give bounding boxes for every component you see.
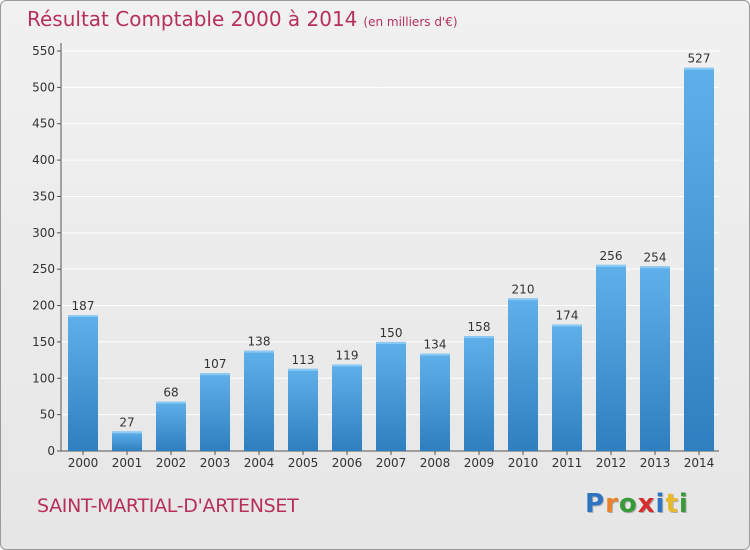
bar-highlight [684, 67, 714, 70]
data-label: 27 [119, 415, 134, 429]
bar [508, 298, 538, 451]
x-tick-label: 2005 [288, 456, 319, 470]
bar [332, 364, 362, 451]
bar-highlight [640, 266, 670, 269]
y-tick-label: 300 [32, 226, 55, 240]
bar [288, 368, 318, 451]
data-label: 210 [512, 282, 535, 296]
x-tick-label: 2014 [684, 456, 715, 470]
y-tick-label: 350 [32, 189, 55, 203]
bar [68, 315, 98, 451]
x-tick-label: 2011 [552, 456, 583, 470]
data-label: 158 [468, 320, 491, 334]
y-tick-label: 150 [32, 335, 55, 349]
bar-highlight [156, 401, 186, 404]
y-tick-label: 500 [32, 80, 55, 94]
x-tick-label: 2013 [640, 456, 671, 470]
data-label: 174 [556, 308, 579, 322]
data-label: 134 [424, 338, 447, 352]
x-tick-label: 2002 [156, 456, 187, 470]
bar-highlight [244, 350, 274, 353]
data-label: 527 [688, 52, 711, 66]
bar [596, 264, 626, 451]
y-tick-label: 100 [32, 371, 55, 385]
bar-highlight [596, 264, 626, 267]
bar [376, 341, 406, 451]
bar [684, 67, 714, 452]
bar-highlight [200, 373, 230, 376]
data-label: 150 [380, 326, 403, 340]
bar-highlight [508, 298, 538, 301]
x-tick-label: 2007 [376, 456, 407, 470]
bar-highlight [332, 364, 362, 367]
data-label: 187 [72, 299, 95, 313]
x-tick-label: 2012 [596, 456, 627, 470]
y-tick-label: 450 [32, 117, 55, 131]
data-label: 113 [292, 353, 315, 367]
data-label: 254 [644, 250, 667, 264]
bar-highlight [552, 324, 582, 327]
title-text: Résultat Comptable 2000 à 2014 [27, 7, 358, 31]
y-tick-label: 0 [47, 444, 55, 458]
x-tick-label: 2006 [332, 456, 363, 470]
logo-letter: t [665, 489, 679, 519]
bar [640, 266, 670, 451]
bar-highlight [288, 368, 318, 371]
data-label: 256 [600, 249, 623, 263]
logo-letter: o [618, 489, 638, 519]
bar [112, 431, 142, 451]
y-tick-label: 550 [32, 44, 55, 58]
x-tick-label: 2009 [464, 456, 495, 470]
commune-name: SAINT-MARTIAL-D'ARTENSET [37, 495, 299, 517]
data-label: 138 [248, 335, 271, 349]
logo-letter: r [605, 489, 619, 519]
bar-highlight [112, 431, 142, 434]
logo-letter: x [637, 489, 656, 519]
bar [552, 324, 582, 451]
bar [464, 336, 494, 451]
y-tick-label: 50 [40, 408, 55, 422]
data-label: 107 [204, 357, 227, 371]
title-unit: (en milliers d'€) [363, 15, 458, 29]
bar-highlight [376, 341, 406, 344]
logo-letter: P [585, 489, 606, 519]
bar [420, 353, 450, 451]
bar-highlight [420, 353, 450, 356]
x-tick-label: 2004 [244, 456, 275, 470]
bar [200, 373, 230, 451]
y-tick-label: 200 [32, 299, 55, 313]
bar [156, 401, 186, 451]
bar-highlight [464, 336, 494, 339]
x-tick-label: 2010 [508, 456, 539, 470]
x-tick-label: 2000 [68, 456, 99, 470]
bar [244, 350, 274, 451]
y-tick-label: 250 [32, 262, 55, 276]
data-label: 119 [336, 348, 359, 362]
bar-highlight [68, 315, 98, 317]
logo-letter: i [655, 489, 666, 519]
x-tick-label: 2008 [420, 456, 451, 470]
logo-letter: i [678, 489, 689, 519]
x-tick-label: 2001 [112, 456, 143, 470]
y-tick-label: 400 [32, 153, 55, 167]
chart-title: Résultat Comptable 2000 à 2014 (en millie… [27, 7, 458, 31]
data-label: 68 [163, 386, 178, 400]
x-tick-label: 2003 [200, 456, 231, 470]
proxiti-logo: Proxiti [585, 489, 689, 519]
